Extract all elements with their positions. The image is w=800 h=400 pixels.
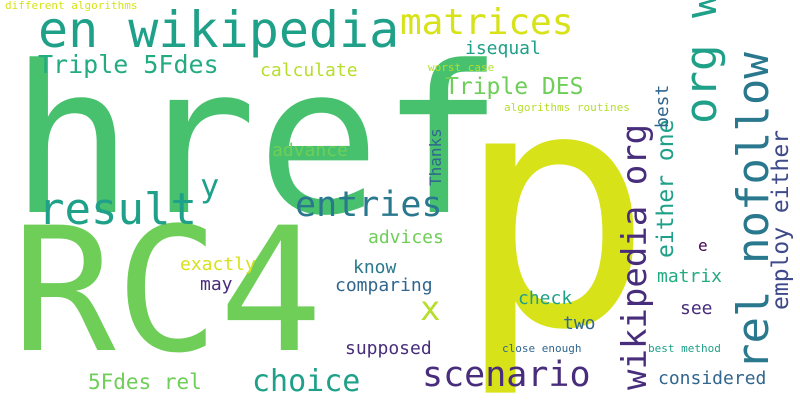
word-employ-either: employ either [768, 129, 794, 310]
word-advance: advance [272, 140, 348, 161]
word-x: x [420, 289, 441, 329]
word-y: y [200, 167, 220, 205]
word-advices: advices [368, 227, 444, 248]
word-best: best [652, 84, 673, 128]
word-either-one: either one [653, 119, 679, 258]
word-thanks: Thanks [426, 128, 445, 186]
word-entries: entries [295, 185, 443, 225]
word-algorithms-routines: algorithms routines [504, 101, 630, 114]
word-matrices: matrices [400, 2, 574, 43]
word-may: may [200, 274, 233, 295]
word-org-wiki: org wiki [676, 0, 727, 124]
word-see: see [680, 298, 713, 319]
word-exactly: exactly [180, 254, 256, 275]
word-en-wikipedia: en wikipedia [38, 1, 400, 59]
word-href: href [10, 23, 504, 261]
word-scenario: scenario [422, 355, 591, 395]
word-choice: choice [252, 364, 361, 399]
word-triple-des: Triple DES [445, 74, 584, 100]
word-5fdes-rel: 5Fdes rel [88, 370, 202, 394]
word-calculate: calculate [260, 60, 358, 81]
word-result: result [38, 184, 197, 235]
word-rc4: RC4 [12, 190, 323, 391]
word-e: e [698, 236, 708, 255]
word-p: p [455, 18, 654, 400]
word-comparing: comparing [335, 275, 433, 296]
word-matrix: matrix [657, 266, 723, 287]
word-two: two [563, 313, 596, 334]
word-considered: considered [658, 368, 767, 389]
word-different-algorithms: different algorithms [5, 0, 138, 12]
word-close-enough: close enough [502, 342, 582, 355]
word-supposed: supposed [345, 338, 432, 359]
word-triple-5fdes: Triple 5Fdes [38, 50, 219, 79]
word-best-method: best method [648, 342, 721, 355]
word-worst-case: worst case [428, 61, 495, 74]
word-wikipedia-org: wikipedia org [615, 123, 655, 390]
word-check: check [518, 288, 573, 309]
word-isequal: isequal [465, 38, 541, 59]
word-know: know [353, 257, 397, 278]
